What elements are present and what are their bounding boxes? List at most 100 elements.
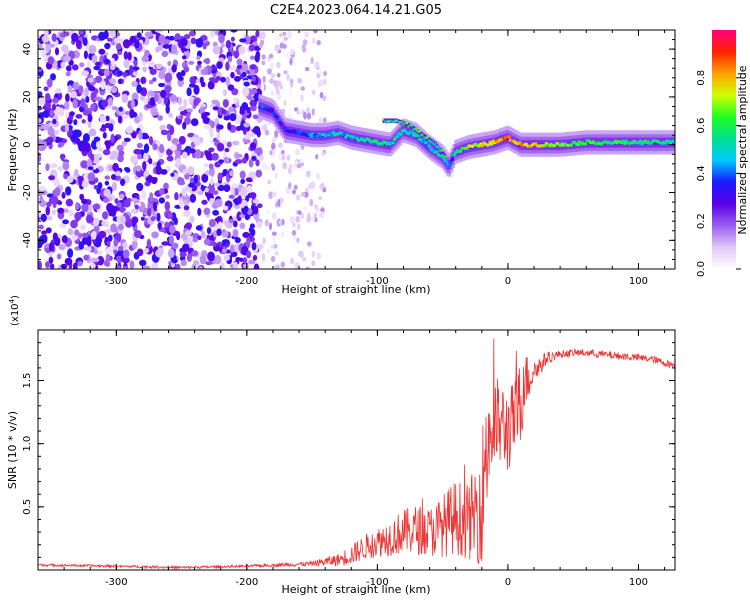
spectrogram-cell [167,131,172,142]
spectrogram-cell [65,198,74,207]
spectrogram-cell [234,237,241,244]
spectrogram-cell [183,66,190,73]
spectrogram-cell [191,250,199,257]
spectrogram-cell [104,122,111,129]
spectrogram-cell [253,92,260,103]
spectrogram-cell [178,105,186,112]
spectrogram-cell [330,133,334,137]
spectrogram-cell [54,187,61,197]
spectrogram-cell [115,175,122,181]
spectrogram-cell [38,106,43,111]
spectrogram-cell [316,252,322,260]
spectrogram-cell [136,182,144,192]
spectrogram-cell [74,169,79,177]
spectrogram-cell [38,152,41,163]
spectrogram-cell [46,136,54,144]
spectrogram-cell [318,196,323,201]
spectrogram-cell [395,134,400,138]
spectrogram-cell [84,142,91,153]
spectrogram-cell [77,260,83,267]
spectrogram-cell [238,45,246,55]
spectrogram-cell [216,133,221,141]
spectrogram-cell [289,216,295,224]
spectrogram-cell [38,118,42,124]
spectrogram-cell [158,70,165,80]
spectrogram-cell [270,255,276,263]
spectrogram-cell [46,216,53,221]
spectrogram-cell [109,155,115,160]
spectrogram-cell [322,95,327,101]
spectrogram-cell [117,70,123,76]
spectrogram-cell [97,182,103,190]
spectrogram-cell [184,116,191,125]
spectrogram-cell [285,52,290,59]
spectrogram-cell [270,244,274,249]
spectrogram-cell [48,256,54,264]
x-tick-label: -200 [236,276,259,287]
spectrogram-cell [177,76,184,81]
spectrogram-cell [277,80,282,87]
spectrogram-cell [65,71,71,77]
spectrogram-cell [216,142,225,152]
spectrogram-cell [144,31,153,38]
spectrogram-cell [207,251,215,262]
spectrogram-cell [154,30,163,33]
spectrogram-cell [52,129,60,136]
spectrogram-cell [229,113,237,122]
spectrogram-cell [203,163,209,168]
spectrogram-cell [122,39,131,49]
spectrogram-cell [307,212,311,220]
spectrogram-cell [232,261,238,269]
snr-x-ticks: -300 -200 -100 0 100 [37,330,666,588]
spectrogram-cell [269,78,275,84]
spectrogram-cell [154,93,159,102]
spectrogram-cell [92,203,101,210]
spectrogram-cell [130,197,138,203]
spectrogram-cell [275,35,280,42]
spectrogram-cell [45,43,50,54]
spectrogram-cell [107,97,113,106]
spectrogram-cell [196,55,201,61]
spectrogram-cell [186,112,191,119]
spectrogram-cell [623,141,627,145]
spectrogram-cell [268,191,273,200]
spectrogram-cell [583,142,588,146]
spectrogram-cell [232,220,238,228]
spectrogram-cell [178,115,184,120]
spectrogram-cell [71,64,79,71]
spectrogram-cell [193,84,200,95]
spectrogram-cell [47,127,55,137]
spectrogram-cell [136,32,142,39]
spectrogram-cell [270,163,275,168]
spectrogram-cell [143,134,150,140]
spectrogram-cell [64,257,73,266]
spectrogram-cell [638,139,643,143]
spectrogram-cell [281,150,285,155]
spectrogram-cell [221,248,228,253]
spectrogram-cell [112,162,119,172]
spectrogram-cell [249,64,257,70]
spectrogram-cell [297,77,303,84]
spectrogram-cell [213,182,220,187]
spectrogram-cell [165,86,170,97]
spectrogram-cell [236,58,243,66]
snr-series-line [38,338,675,570]
spectrogram-cell [178,198,184,208]
spectrogram-cell [227,122,232,131]
spectrogram-cell [246,250,252,259]
spectrogram-cell [210,120,215,129]
spectrogram-cell [391,141,395,145]
spectrogram-cell [116,249,125,257]
spectrogram-cell [49,263,55,269]
spectrogram-cell [194,149,202,159]
spectrogram-cell [151,176,158,185]
spectrogram-cell [48,175,56,181]
spectrogram-cell [122,265,129,269]
spectrogram-cell [212,45,221,55]
spectrogram-cell [292,222,296,228]
y-tick-label: 20 [22,91,33,104]
spectrogram-cell [189,193,197,203]
spectrogram-cell [311,108,315,116]
spectrogram-cell [259,154,264,162]
spectrogram-cell [306,106,310,115]
